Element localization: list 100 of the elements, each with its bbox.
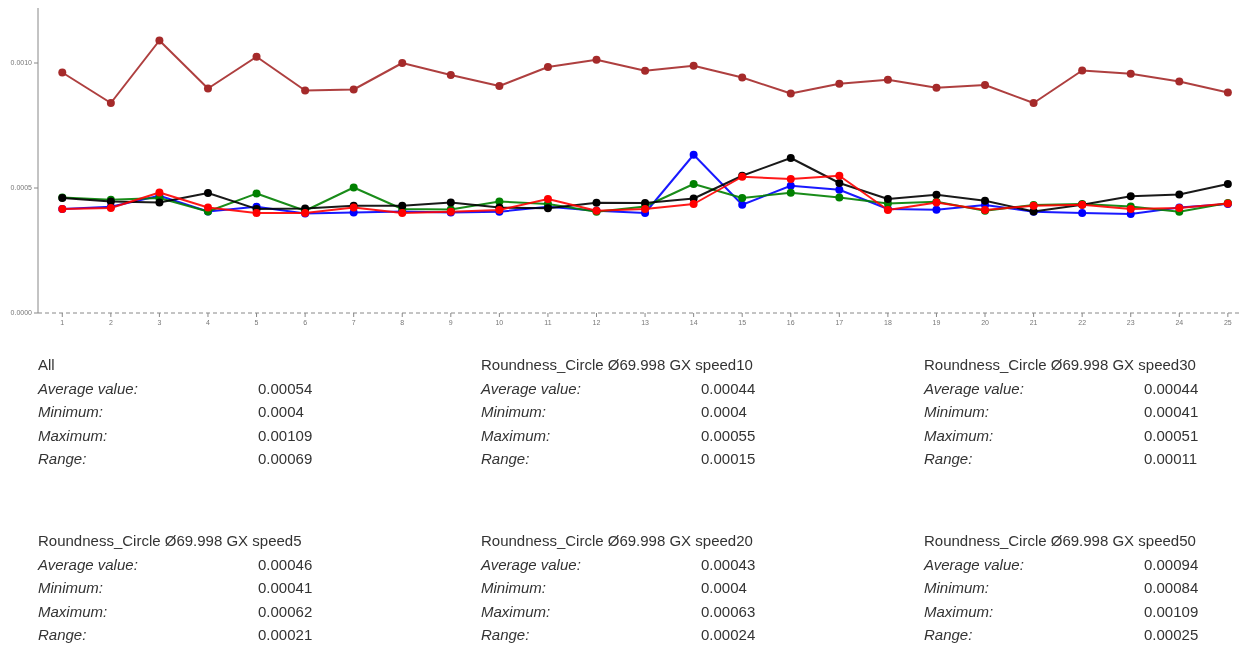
text: Roundness_Circle Ø69.998 GX speed10 [481, 356, 753, 373]
point [981, 196, 990, 205]
text: Minimum: [481, 403, 547, 420]
text: Range: [38, 450, 87, 467]
point [203, 189, 212, 197]
text: Maximum: [924, 602, 994, 620]
text: Range: [924, 450, 973, 467]
text: 0.00054 [258, 379, 313, 397]
text: Average value: [923, 379, 1024, 397]
text: 0.00015 [701, 450, 756, 467]
point [883, 195, 892, 203]
text: 0.00051 [1144, 426, 1199, 444]
point [155, 198, 164, 207]
point [1126, 192, 1135, 201]
text: Average value: [923, 555, 1024, 573]
point [398, 201, 407, 210]
text: Roundness_Circle Ø69.998 GX speed30 [924, 356, 1196, 373]
point [981, 81, 990, 89]
point [738, 194, 747, 202]
point [932, 190, 941, 199]
text: 0.00024 [701, 626, 756, 643]
point [689, 180, 698, 188]
point [58, 68, 67, 77]
text: Minimum: [38, 403, 104, 420]
point [301, 86, 310, 95]
text: Range: [924, 626, 973, 643]
point [252, 189, 261, 198]
point [932, 205, 941, 214]
text: 0.00044 [1144, 379, 1199, 397]
text: Maximum: [481, 426, 551, 444]
point [1126, 69, 1135, 78]
point [592, 55, 601, 64]
point [203, 203, 212, 212]
point [1078, 66, 1087, 75]
text: 0.0004 [701, 579, 747, 596]
text: Average value: [37, 555, 138, 573]
point [786, 188, 795, 197]
text: Maximum: [924, 426, 994, 444]
point [835, 185, 844, 194]
text: 0.0004 [701, 403, 747, 420]
text: Maximum: [481, 602, 551, 620]
text: Range: [38, 626, 87, 643]
text: Range: [481, 626, 530, 643]
text: 0.00041 [258, 579, 313, 596]
text: 0.00046 [258, 555, 313, 573]
point [349, 85, 358, 94]
text: 0.00011 [1144, 450, 1198, 467]
text: 0.00055 [701, 426, 756, 444]
point [835, 79, 844, 88]
point [835, 193, 844, 202]
text: 0.00043 [701, 555, 756, 573]
point [738, 73, 747, 82]
text: All [38, 356, 55, 373]
point [932, 83, 941, 92]
point [641, 66, 650, 75]
point [689, 61, 698, 70]
point [786, 89, 795, 98]
point [689, 200, 698, 208]
text: 0.00025 [1144, 626, 1199, 643]
text: 0.00063 [701, 602, 756, 620]
text: Roundness_Circle Ø69.998 GX speed5 [38, 532, 302, 549]
text: 0.00109 [258, 426, 313, 444]
point [883, 75, 892, 84]
text: Minimum: [481, 579, 547, 596]
text: 0.00044 [701, 379, 756, 397]
text: Average value: [480, 555, 581, 573]
point [835, 171, 844, 180]
point [106, 99, 115, 107]
text: Minimum: [924, 403, 990, 420]
point [1175, 77, 1184, 86]
point [1029, 99, 1038, 107]
point [252, 52, 261, 61]
text: 0.00041 [1144, 403, 1199, 420]
text: Roundness_Circle Ø69.998 GX speed50 [924, 532, 1196, 549]
text: 0.00069 [258, 450, 313, 467]
point [786, 154, 795, 162]
point [543, 195, 552, 203]
text: 0.00084 [1144, 579, 1199, 596]
point [398, 59, 407, 67]
point [203, 84, 212, 93]
point [835, 179, 844, 187]
point [1078, 209, 1087, 217]
point [1223, 180, 1232, 188]
point [592, 198, 601, 207]
text: Average value: [37, 379, 138, 397]
point [495, 82, 504, 90]
text: 0.00109 [1144, 602, 1199, 620]
text: Minimum: [924, 579, 990, 596]
text: Range: [481, 450, 530, 467]
text: 0.00062 [258, 602, 313, 620]
point [786, 175, 795, 183]
point [155, 36, 164, 45]
text: Average value: [480, 379, 581, 397]
point [252, 209, 261, 217]
text: Roundness_Circle Ø69.998 GX speed20 [481, 532, 753, 549]
text: 0.0004 [258, 403, 304, 420]
text: 0.00021 [258, 626, 313, 643]
point [1175, 190, 1184, 199]
point [738, 200, 747, 209]
text: Maximum: [38, 602, 108, 620]
